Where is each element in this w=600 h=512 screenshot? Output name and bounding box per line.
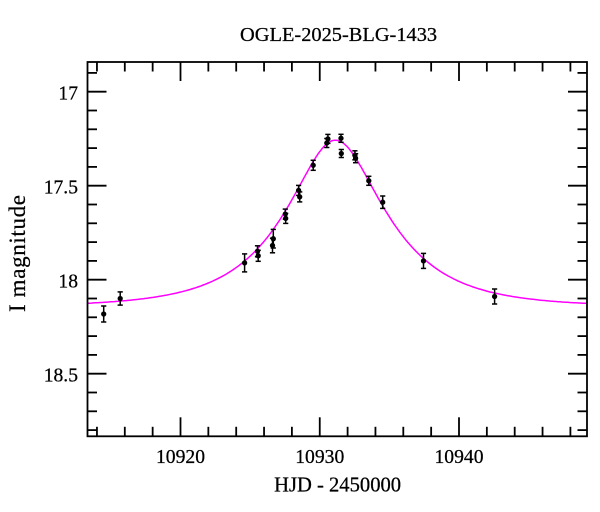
svg-text:HJD - 2450000: HJD - 2450000 — [274, 474, 401, 496]
svg-text:10930: 10930 — [295, 447, 344, 468]
svg-text:10940: 10940 — [435, 447, 484, 468]
svg-text:10920: 10920 — [156, 447, 205, 468]
svg-text:18: 18 — [58, 271, 78, 292]
svg-text:17: 17 — [58, 83, 78, 104]
svg-text:17.5: 17.5 — [44, 177, 78, 198]
svg-text:I magnitude: I magnitude — [5, 194, 30, 312]
svg-text:18.5: 18.5 — [44, 365, 78, 386]
svg-text:OGLE-2025-BLG-1433: OGLE-2025-BLG-1433 — [240, 24, 437, 46]
